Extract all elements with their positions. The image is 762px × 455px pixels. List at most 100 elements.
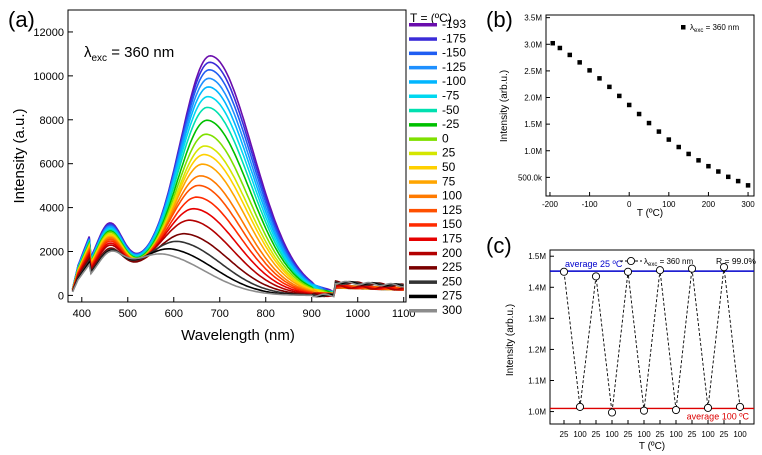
panel-a-legend-entry: -75	[442, 89, 460, 103]
panel-c-data-point	[719, 263, 729, 272]
panel-a-legend-entry: -150	[442, 46, 466, 60]
panel-a-legend: -193-175-150-125-100-75-50-2502550751001…	[409, 17, 466, 317]
panel-c-x-tick-label: 25	[592, 430, 601, 439]
panel-a-y-tick-label: 4000	[40, 203, 64, 215]
panel-b-data-point	[646, 120, 652, 126]
panel-a-legend-swatch	[409, 151, 437, 156]
panel-a-legend-swatch	[409, 194, 437, 199]
panel-c-data-point	[559, 267, 569, 276]
panel-a-y-tick-label: 0	[58, 290, 64, 302]
panel-b-plot-frame	[545, 14, 755, 197]
panel-a-x-tick-label: 500	[119, 308, 137, 320]
panel-c-data-point	[703, 403, 713, 412]
panel-a-y-tick-label: 8000	[40, 115, 64, 127]
panel-c-data-point	[655, 266, 665, 275]
panel-a-legend-swatch	[409, 294, 437, 299]
panel-a-legend-swatch	[409, 208, 437, 213]
panel-a-legend-swatch	[409, 65, 437, 70]
panel-a-legend-swatch	[409, 23, 437, 27]
panel-a-legend-entry: -175	[442, 31, 466, 45]
panel-c-data-point	[735, 402, 745, 411]
panel-a-x-tick-label: 400	[73, 308, 91, 320]
panel-a-legend-entry: 225	[442, 260, 462, 274]
panel-b-data-point	[686, 151, 691, 157]
panel-b-data-point	[745, 183, 751, 188]
panel-a-legend-swatch	[409, 123, 437, 127]
panel-b-data-point	[607, 84, 612, 90]
panel-b-data-point	[696, 158, 701, 163]
panel-a-legend-swatch	[409, 280, 437, 284]
panel-c-y-tick-label: 1.3M	[528, 314, 546, 323]
panel-a-legend-entry: 300	[442, 303, 462, 317]
panel-b-data-point	[567, 52, 573, 58]
panel-c-legend: λexc = 360 nm R = 99.0%	[620, 256, 756, 268]
panel-c-x-tick-label: 100	[573, 430, 587, 439]
panel-a-legend-entry: 0	[442, 131, 449, 145]
panel-a-y-tick-label: 10000	[33, 71, 64, 83]
panel-a-x-axis-label: Wavelength (nm)	[181, 327, 295, 344]
spectrum-curve-T-175	[71, 61, 404, 295]
panel-a-legend-title: T = (ºC)	[410, 11, 452, 25]
panel-a-legend-swatch	[409, 51, 437, 56]
panel-c-x-tick-label: 25	[688, 430, 697, 439]
panel-a-legend-swatch	[409, 223, 437, 227]
panel-a-label: (a)	[8, 7, 35, 32]
panel-a-legend-entry: 150	[442, 217, 462, 231]
panel-c-y-tick-label: 1.5M	[528, 252, 546, 261]
panel-a-x-axis: 400 500 600 700 800 900 1000 1100	[73, 297, 416, 320]
panel-b-x-tick-label: -100	[582, 200, 599, 209]
spectrum-curve-T200	[71, 219, 404, 298]
panel-b-x-axis-label: T (ºC)	[637, 208, 663, 219]
panel-a-x-tick-label: 700	[211, 308, 229, 320]
panel-a-legend-entry: 250	[442, 274, 462, 288]
panel-c-x-tick-label: 100	[701, 430, 715, 439]
panel-a-legend-entry: 175	[442, 232, 462, 246]
panel-c-cycling-chart: (c) 1.0M1.1M1.2M1.3M1.4M1.5M 25 100 25 100 2…	[486, 233, 756, 452]
panel-c-y-tick-label: 1.0M	[528, 408, 546, 417]
panel-b-data-point	[550, 40, 555, 46]
panel-c-reference-label: average 25 ºC	[565, 259, 623, 269]
panel-b-data-point	[706, 163, 711, 169]
panel-c-reference-lines: average 25 ºC average 100 ºC	[550, 259, 754, 421]
panel-a-legend-entry: -25	[442, 117, 460, 131]
panel-a-legend-entry: -193	[442, 17, 466, 31]
panel-c-x-tick-label: 100	[669, 430, 683, 439]
panel-a-legend-entry: -100	[442, 74, 466, 88]
panel-c-data-point	[687, 264, 697, 273]
panel-c-data-point	[623, 267, 633, 276]
panel-c-legend-label: λexc = 360 nm	[644, 257, 693, 268]
panel-a-y-axis-label: Intensity (a.u.)	[11, 108, 28, 203]
panel-c-y-axis: 1.0M 1.1M 1.2M 1.3M 1.4M 1.5M	[528, 252, 554, 417]
panel-a-spectra-curves	[71, 54, 405, 298]
panel-a-x-tick-label: 1000	[345, 308, 369, 320]
panel-c-x-tick-label: 25	[656, 430, 665, 439]
panel-a-x-tick-label: 900	[303, 308, 321, 320]
panel-c-y-axis-label: Intensity (arb.u.)	[505, 304, 516, 376]
panel-a-legend-entry: -125	[442, 60, 466, 74]
panel-c-y-tick-label: 1.2M	[528, 345, 546, 354]
panel-a-legend-entry: 275	[442, 289, 462, 303]
spectrum-curve-T300	[71, 250, 404, 298]
panel-c-data-point	[607, 408, 617, 417]
panel-b-data-point	[587, 68, 592, 73]
spectrum-curve-T-50	[71, 106, 404, 294]
panel-b-data-point	[557, 45, 563, 51]
panel-a-spectra-chart: (a) 400 500 600 700 800 900 1000 1100 020004000…	[8, 7, 466, 344]
panel-a-y-tick-label: 2000	[40, 247, 64, 259]
panel-b-legend-marker	[681, 25, 686, 30]
panel-c-x-tick-label: 25	[560, 430, 569, 439]
panel-b-data-point	[617, 93, 622, 99]
panel-b-y-tick-label: 1.5M	[524, 120, 542, 129]
panel-c-x-tick-label: 25	[624, 430, 633, 439]
panel-a-legend-swatch	[409, 266, 437, 270]
panel-a-x-tick-label: 600	[165, 308, 183, 320]
panel-a-legend-swatch	[409, 309, 437, 313]
panel-b-x-axis: -200 -100 0 100 200 300	[542, 192, 755, 209]
panel-b-data-points	[550, 40, 751, 188]
panel-a-y-tick-label: 12000	[33, 27, 64, 39]
panel-b-x-tick-label: -200	[542, 200, 559, 209]
spectrum-curve-T225	[71, 232, 404, 298]
panel-c-label: (c)	[486, 233, 512, 258]
panel-b-label: (b)	[486, 7, 513, 32]
